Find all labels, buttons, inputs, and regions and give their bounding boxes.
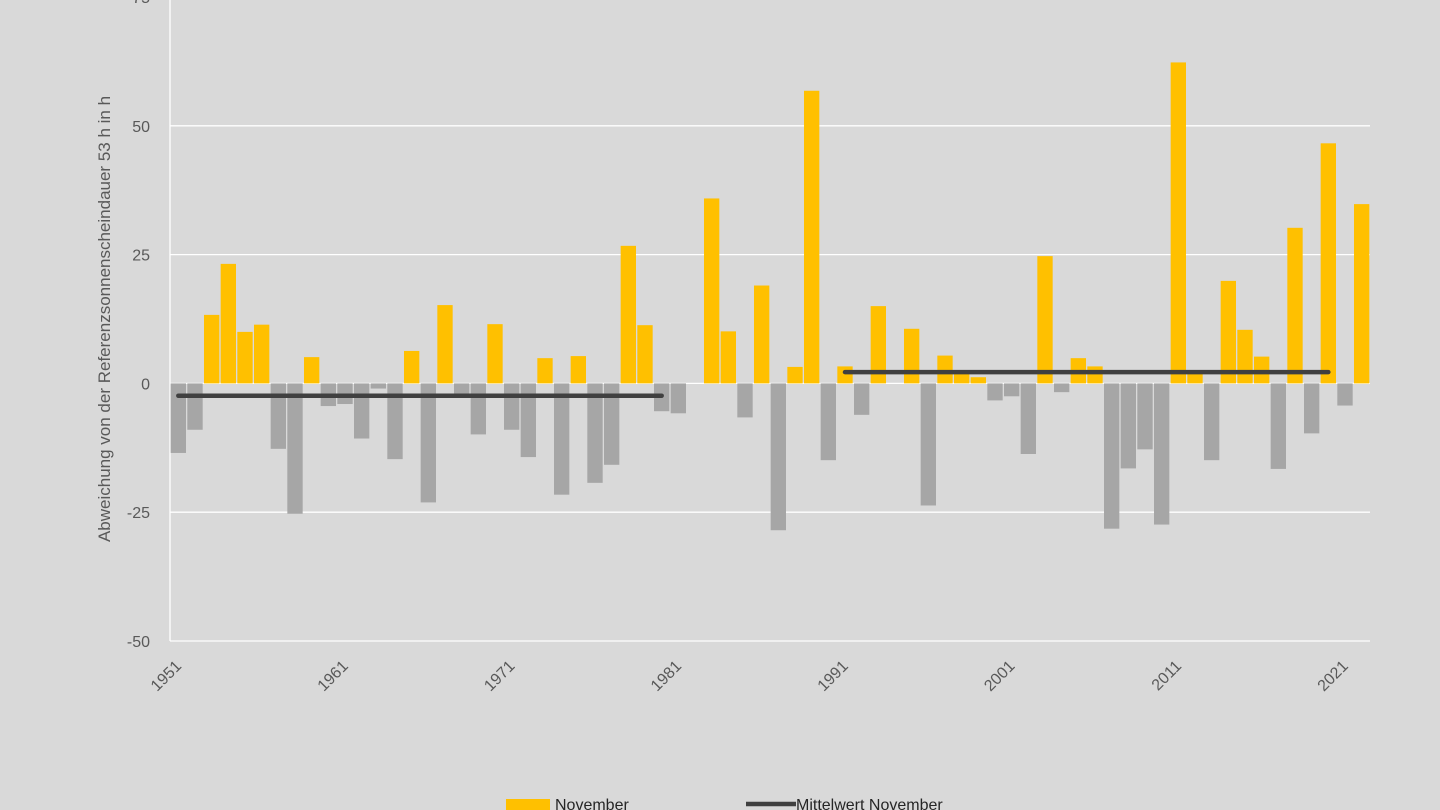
bar [570, 356, 586, 384]
bar [237, 331, 253, 384]
legend-label-november: November [555, 797, 629, 810]
y-tick-labels: -50 -25 0 25 50 75 [127, 0, 150, 651]
bar [220, 263, 236, 384]
bar [470, 383, 486, 435]
bar [587, 383, 603, 483]
bar [954, 372, 970, 384]
bar [170, 383, 186, 453]
bar [720, 331, 736, 384]
x-tick-label: 1961 [315, 658, 352, 695]
bar [770, 383, 786, 531]
mean-lines [176, 369, 1331, 399]
bar [704, 198, 720, 384]
x-tick-labels: 1951 1961 1971 1981 1991 2001 2011 2021 [148, 658, 1352, 695]
bar [1220, 280, 1236, 384]
y-tick-label: 0 [141, 376, 150, 393]
x-tick-label: 1991 [815, 658, 852, 695]
bar [1137, 383, 1153, 450]
bar [1237, 329, 1253, 384]
grid-lines [170, 125, 1370, 642]
bar [504, 383, 520, 430]
x-tick-label: 1981 [648, 658, 685, 695]
x-tick-label: 2021 [1315, 658, 1352, 695]
bar [554, 383, 570, 495]
bar [854, 383, 870, 415]
y-tick-label: -25 [127, 505, 150, 522]
bar [937, 355, 953, 384]
y-tick-label: 50 [132, 119, 150, 136]
legend: November Mittelwert November [506, 797, 943, 810]
bar [1104, 383, 1120, 529]
bar [1320, 143, 1336, 384]
x-tick-label: 2001 [981, 658, 1018, 695]
bar [637, 325, 653, 384]
bar [787, 366, 803, 384]
bar [1270, 383, 1286, 469]
bar [837, 366, 853, 384]
bar [387, 383, 403, 460]
bar [1087, 366, 1103, 384]
legend-label-mean: Mittelwert November [796, 797, 943, 810]
y-tick-label: -50 [127, 634, 150, 651]
bar [1154, 383, 1170, 525]
bar [404, 350, 420, 384]
bar [1120, 383, 1136, 469]
bar [254, 324, 270, 384]
bar [1304, 383, 1320, 434]
bar [420, 383, 436, 503]
bar [670, 383, 686, 414]
bar [987, 383, 1003, 401]
bar [804, 90, 820, 384]
bar [1287, 227, 1303, 384]
bar [187, 383, 203, 430]
bar [454, 383, 470, 394]
bar [1187, 373, 1203, 384]
bar [270, 383, 286, 449]
bar [620, 245, 636, 384]
bar [604, 383, 620, 465]
x-tick-label: 1971 [481, 658, 518, 695]
bar [970, 377, 986, 384]
bar [1020, 383, 1036, 454]
bar [870, 306, 886, 384]
y-tick-label: 25 [132, 248, 150, 265]
bar [304, 357, 320, 384]
bar [370, 383, 386, 389]
bars [170, 62, 1370, 531]
bar [520, 383, 536, 458]
bar [354, 383, 370, 439]
bar [204, 314, 220, 384]
bar [737, 383, 753, 418]
y-tick-label: 75 [132, 0, 150, 7]
x-tick-label: 1951 [148, 658, 185, 695]
bar [437, 305, 453, 384]
bar [487, 324, 503, 384]
bar [1037, 256, 1053, 384]
bar [920, 383, 936, 506]
bar [1354, 204, 1370, 384]
legend-swatch-november [506, 799, 550, 810]
bar [287, 383, 303, 514]
y-axis-label: Abweichung von der Referenzsonnenscheind… [95, 96, 114, 542]
bar [1337, 383, 1353, 406]
bar [1170, 62, 1186, 384]
bar [1204, 383, 1220, 461]
bar [820, 383, 836, 461]
bar [754, 285, 770, 384]
bar [904, 328, 920, 384]
bar [1054, 383, 1070, 393]
bar [537, 358, 553, 384]
x-tick-label: 2011 [1149, 658, 1185, 694]
bar [1004, 383, 1020, 397]
